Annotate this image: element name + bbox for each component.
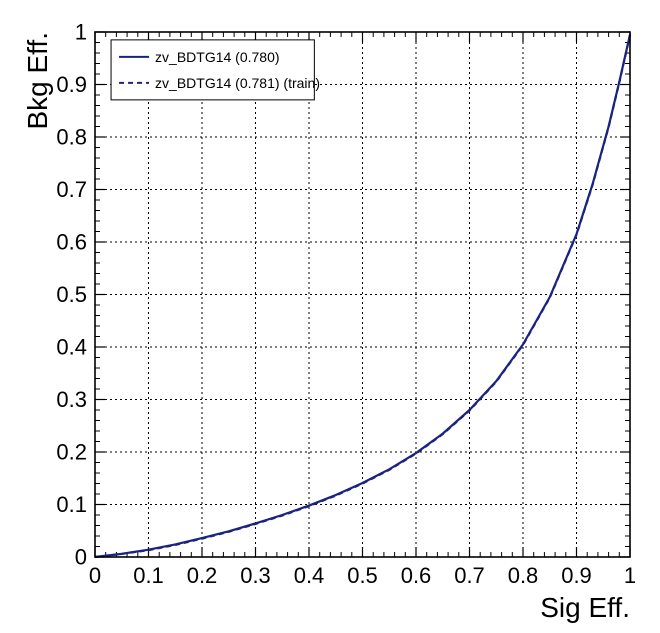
svg-text:0.1: 0.1 [133, 563, 164, 588]
svg-text:0.3: 0.3 [240, 563, 271, 588]
svg-text:0.8: 0.8 [508, 563, 539, 588]
svg-text:0.5: 0.5 [347, 563, 378, 588]
svg-text:0: 0 [89, 563, 101, 588]
legend-item-label: zv_BDTG14 (0.780) [155, 49, 279, 65]
svg-text:0.4: 0.4 [56, 335, 87, 360]
svg-text:0.6: 0.6 [401, 563, 432, 588]
y-axis-label: Bkg Eff. [22, 32, 53, 130]
roc-chart: 0 0.1 0.2 0.3 0.4 0.5 0.6 0.7 0.8 0.9 1 0 0.1 0.2 0.3 0… [0, 0, 660, 633]
svg-text:1: 1 [75, 20, 87, 45]
svg-text:0.4: 0.4 [294, 563, 325, 588]
svg-text:0.1: 0.1 [56, 492, 87, 517]
svg-text:0.8: 0.8 [56, 125, 87, 150]
svg-text:0.3: 0.3 [56, 387, 87, 412]
legend-item-label: zv_BDTG14 (0.781) (train) [155, 75, 320, 91]
svg-text:0: 0 [75, 545, 87, 570]
svg-text:0.6: 0.6 [56, 230, 87, 255]
svg-text:0.5: 0.5 [56, 282, 87, 307]
svg-text:0.2: 0.2 [56, 440, 87, 465]
svg-text:0.7: 0.7 [454, 563, 485, 588]
svg-text:1: 1 [624, 563, 636, 588]
svg-text:0.7: 0.7 [56, 177, 87, 202]
svg-text:0.9: 0.9 [561, 563, 592, 588]
x-axis-label: Sig Eff. [540, 592, 630, 623]
svg-text:0.2: 0.2 [187, 563, 218, 588]
svg-text:0.9: 0.9 [56, 72, 87, 97]
